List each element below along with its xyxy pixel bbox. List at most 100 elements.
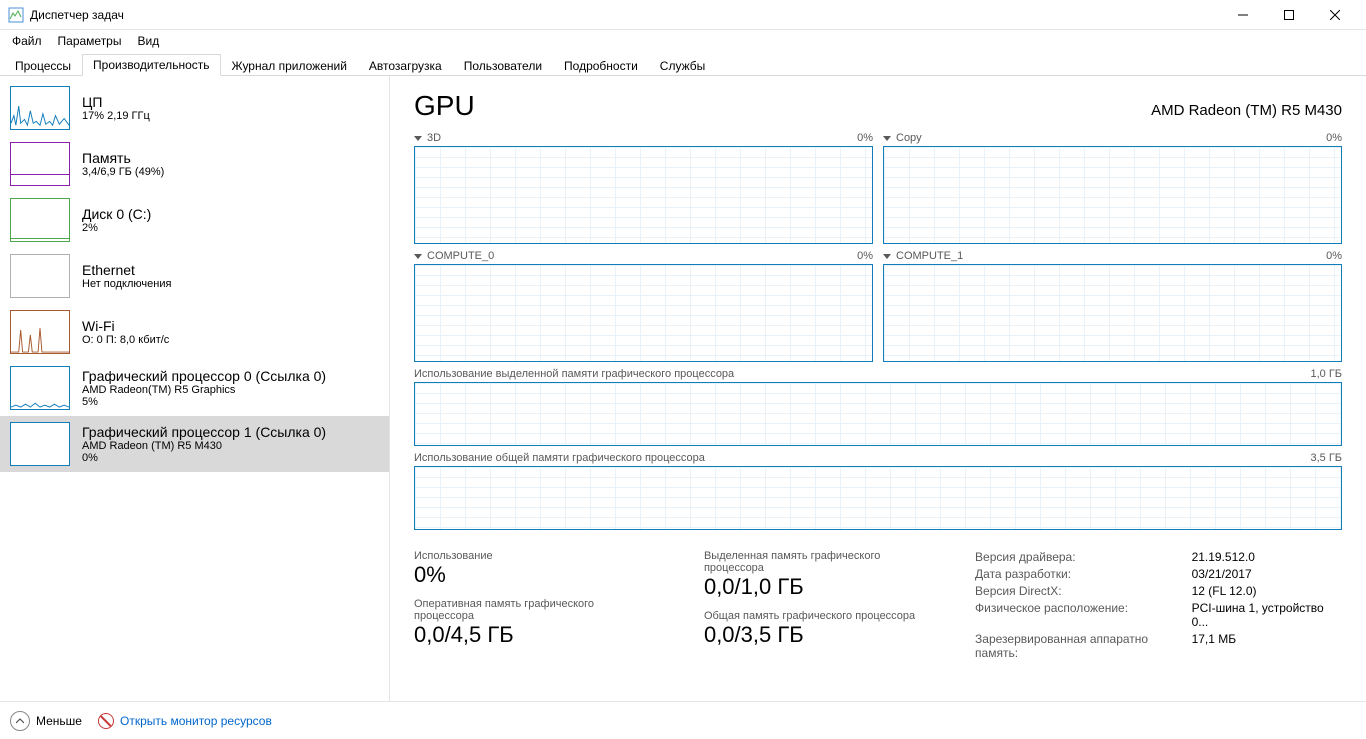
memory-thumb — [10, 142, 70, 186]
driver-version-key: Версия драйвера: — [975, 550, 1174, 564]
wifi-thumb — [10, 310, 70, 354]
sidebar-item-gpu1[interactable]: Графический процессор 1 (Ссылка 0) AMD R… — [0, 416, 389, 472]
sidebar-cpu-sub: 17% 2,19 ГГц — [82, 110, 150, 122]
dedicated-chart — [414, 382, 1342, 446]
sidebar-cpu-title: ЦП — [82, 94, 150, 110]
shared-chart — [414, 466, 1342, 530]
sidebar-gpu0-sub: AMD Radeon(TM) R5 Graphics — [82, 384, 326, 396]
sidebar-disk-title: Диск 0 (C:) — [82, 206, 151, 222]
sidebar: ЦП 17% 2,19 ГГц Память 3,4/6,9 ГБ (49%) … — [0, 76, 390, 701]
dedicated-label: Использование выделенной памяти графичес… — [414, 368, 734, 380]
sidebar-gpu1-title: Графический процессор 1 (Ссылка 0) — [82, 424, 326, 440]
engine-chart-compute1[interactable]: COMPUTE_1 0% — [883, 250, 1342, 362]
engine-compute1-label[interactable]: COMPUTE_1 — [883, 250, 963, 262]
engine-chart-copy[interactable]: Copy 0% — [883, 132, 1342, 244]
directx-key: Версия DirectX: — [975, 584, 1174, 598]
tab-app-history[interactable]: Журнал приложений — [221, 55, 358, 76]
engine-3d-pct: 0% — [857, 132, 873, 144]
engine-3d-label[interactable]: 3D — [414, 132, 441, 144]
driver-version-val: 21.19.512.0 — [1192, 550, 1342, 564]
sidebar-item-cpu[interactable]: ЦП 17% 2,19 ГГц — [0, 80, 389, 136]
gpu-ram-value: 0,0/4,5 ГБ — [414, 622, 644, 648]
shared-max: 3,5 ГБ — [1310, 452, 1342, 464]
shared-stat-label: Общая память графического процессора — [704, 610, 925, 622]
reserved-key: Зарезервированная аппаратно память: — [975, 632, 1174, 660]
menu-file[interactable]: Файл — [4, 32, 50, 50]
sidebar-gpu1-sub: AMD Radeon (TM) R5 M430 — [82, 440, 326, 452]
tab-users[interactable]: Пользователи — [453, 55, 553, 76]
engine-copy-label[interactable]: Copy — [883, 132, 922, 144]
sidebar-memory-title: Память — [82, 150, 164, 166]
sidebar-gpu0-title: Графический процессор 0 (Ссылка 0) — [82, 368, 326, 384]
ethernet-thumb — [10, 254, 70, 298]
engine-copy-pct: 0% — [1326, 132, 1342, 144]
open-resource-monitor-label: Открыть монитор ресурсов — [120, 714, 272, 728]
gpu-model: AMD Radeon (TM) R5 M430 — [1151, 102, 1342, 119]
menu-options[interactable]: Параметры — [50, 32, 130, 50]
menu-view[interactable]: Вид — [129, 32, 167, 50]
tabbar: Процессы Производительность Журнал прило… — [0, 52, 1366, 76]
engine-compute0-label[interactable]: COMPUTE_0 — [414, 250, 494, 262]
sidebar-ethernet-sub: Нет подключения — [82, 278, 171, 290]
close-button[interactable] — [1312, 0, 1358, 30]
minimize-button[interactable] — [1220, 0, 1266, 30]
utilization-label: Использование — [414, 550, 644, 562]
engine-compute0-pct: 0% — [857, 250, 873, 262]
shared-memory-block: Использование общей памяти графического … — [414, 452, 1342, 530]
sidebar-item-wifi[interactable]: Wi-Fi О: 0 П: 8,0 кбит/с — [0, 304, 389, 360]
dedicated-stat-label: Выделенная память графического процессор… — [704, 550, 925, 574]
shared-label: Использование общей памяти графического … — [414, 452, 705, 464]
sidebar-gpu1-sub2: 0% — [82, 452, 326, 464]
sidebar-item-memory[interactable]: Память 3,4/6,9 ГБ (49%) — [0, 136, 389, 192]
engine-chart-compute0[interactable]: COMPUTE_0 0% — [414, 250, 873, 362]
app-icon — [8, 7, 24, 23]
open-resource-monitor-link[interactable]: Открыть монитор ресурсов — [98, 713, 272, 729]
titlebar: Диспетчер задач — [0, 0, 1366, 30]
engine-chart-3d[interactable]: 3D 0% — [414, 132, 873, 244]
dedicated-max: 1,0 ГБ — [1310, 368, 1342, 380]
engine-3d-chart — [414, 146, 873, 244]
gpu0-thumb — [10, 366, 70, 410]
gpu1-thumb — [10, 422, 70, 466]
sidebar-item-gpu0[interactable]: Графический процессор 0 (Ссылка 0) AMD R… — [0, 360, 389, 416]
engine-compute0-chart — [414, 264, 873, 362]
directx-val: 12 (FL 12.0) — [1192, 584, 1342, 598]
sidebar-disk-sub: 2% — [82, 222, 151, 234]
chevron-up-icon — [10, 711, 30, 731]
dedicated-memory-block: Использование выделенной памяти графичес… — [414, 368, 1342, 446]
footer: Меньше Открыть монитор ресурсов — [0, 701, 1366, 739]
sidebar-ethernet-title: Ethernet — [82, 262, 171, 278]
resource-monitor-icon — [98, 713, 114, 729]
engine-compute1-pct: 0% — [1326, 250, 1342, 262]
gpu-ram-label: Оперативная память графического процессо… — [414, 598, 644, 622]
sidebar-item-disk[interactable]: Диск 0 (C:) 2% — [0, 192, 389, 248]
fewer-details-label: Меньше — [36, 714, 82, 728]
engine-compute1-chart — [883, 264, 1342, 362]
main-panel: GPU AMD Radeon (TM) R5 M430 3D 0% Copy 0… — [390, 76, 1366, 701]
reserved-val: 17,1 МБ — [1192, 632, 1342, 660]
sidebar-wifi-sub: О: 0 П: 8,0 кбит/с — [82, 334, 169, 346]
tab-details[interactable]: Подробности — [553, 55, 649, 76]
dedicated-stat-value: 0,0/1,0 ГБ — [704, 574, 925, 600]
window-title: Диспетчер задач — [30, 8, 1220, 22]
driver-date-val: 03/21/2017 — [1192, 567, 1342, 581]
fewer-details-button[interactable]: Меньше — [10, 711, 82, 731]
tab-processes[interactable]: Процессы — [4, 55, 82, 76]
tab-performance[interactable]: Производительность — [82, 54, 220, 76]
cpu-thumb — [10, 86, 70, 130]
sidebar-memory-sub: 3,4/6,9 ГБ (49%) — [82, 166, 164, 178]
page-title: GPU — [414, 90, 475, 122]
utilization-value: 0% — [414, 562, 644, 588]
engine-copy-chart — [883, 146, 1342, 244]
sidebar-gpu0-sub2: 5% — [82, 396, 326, 408]
menubar: Файл Параметры Вид — [0, 30, 1366, 52]
tab-startup[interactable]: Автозагрузка — [358, 55, 453, 76]
location-val: PCI-шина 1, устройство 0... — [1192, 601, 1342, 629]
sidebar-item-ethernet[interactable]: Ethernet Нет подключения — [0, 248, 389, 304]
shared-stat-value: 0,0/3,5 ГБ — [704, 622, 925, 648]
disk-thumb — [10, 198, 70, 242]
tab-services[interactable]: Службы — [649, 55, 716, 76]
location-key: Физическое расположение: — [975, 601, 1174, 629]
sidebar-wifi-title: Wi-Fi — [82, 318, 169, 334]
maximize-button[interactable] — [1266, 0, 1312, 30]
